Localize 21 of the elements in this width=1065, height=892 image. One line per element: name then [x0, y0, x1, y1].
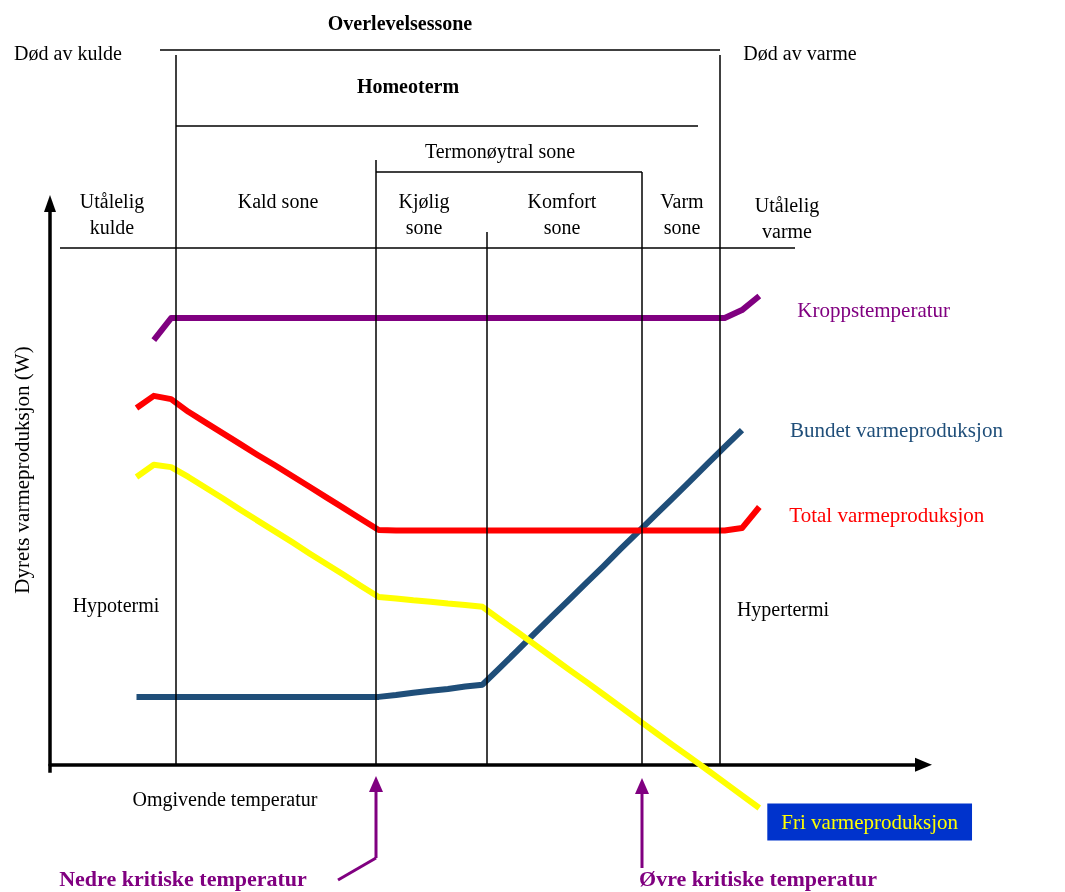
y-axis-title: Dyrets varmeproduksjon (W): [9, 345, 35, 596]
series-label: Fri varmeproduksjon: [781, 810, 959, 834]
text: Homeoterm: [355, 74, 461, 99]
text: Komfort sone: [526, 189, 598, 240]
series-label: Total varmeproduksjon: [789, 502, 985, 527]
text: Kald sone: [236, 189, 320, 214]
text: Død av kulde: [13, 41, 123, 66]
text: Utålelig kulde: [78, 189, 146, 240]
text: Termonøytral sone: [423, 139, 577, 164]
text: Øvre kritiske temperatur: [638, 866, 878, 892]
annotation: Hypertermi: [735, 597, 831, 622]
text: Kjølig sone: [397, 189, 451, 240]
text: Nedre kritiske temperatur: [58, 866, 308, 892]
annotation: Hypotermi: [71, 593, 161, 618]
text: Død av varme: [742, 41, 858, 66]
text: Utålelig varme: [753, 193, 821, 244]
series-label: Kroppstemperatur: [797, 298, 951, 322]
x-axis-title: Omgivende temperatur: [131, 787, 319, 812]
text: Varm sone: [659, 189, 705, 240]
text: Overlevelsessone: [326, 11, 474, 36]
text: Bundet varmeproduksjon: [790, 418, 1004, 443]
